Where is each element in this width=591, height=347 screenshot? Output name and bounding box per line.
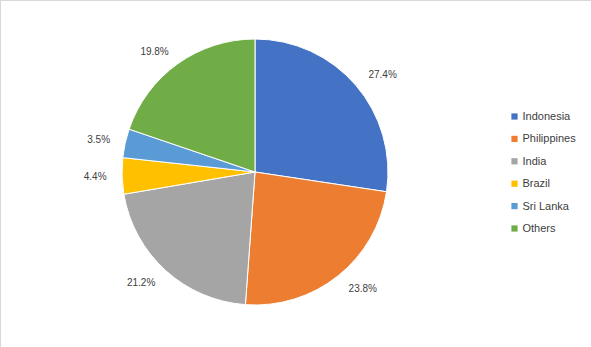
svg-text:Philippines: Philippines (523, 132, 577, 144)
svg-text:Others: Others (523, 222, 557, 234)
svg-text:4.4%: 4.4% (84, 171, 107, 182)
svg-text:Sri Lanka: Sri Lanka (523, 200, 570, 212)
svg-text:India: India (523, 155, 548, 167)
svg-text:23.8%: 23.8% (349, 283, 377, 294)
svg-text:27.4%: 27.4% (368, 69, 396, 80)
svg-text:3.5%: 3.5% (87, 134, 110, 145)
svg-text:Brazil: Brazil (523, 177, 551, 189)
svg-text:Indonesia: Indonesia (523, 110, 572, 122)
svg-text:21.2%: 21.2% (127, 277, 155, 288)
svg-text:19.8%: 19.8% (140, 46, 168, 57)
